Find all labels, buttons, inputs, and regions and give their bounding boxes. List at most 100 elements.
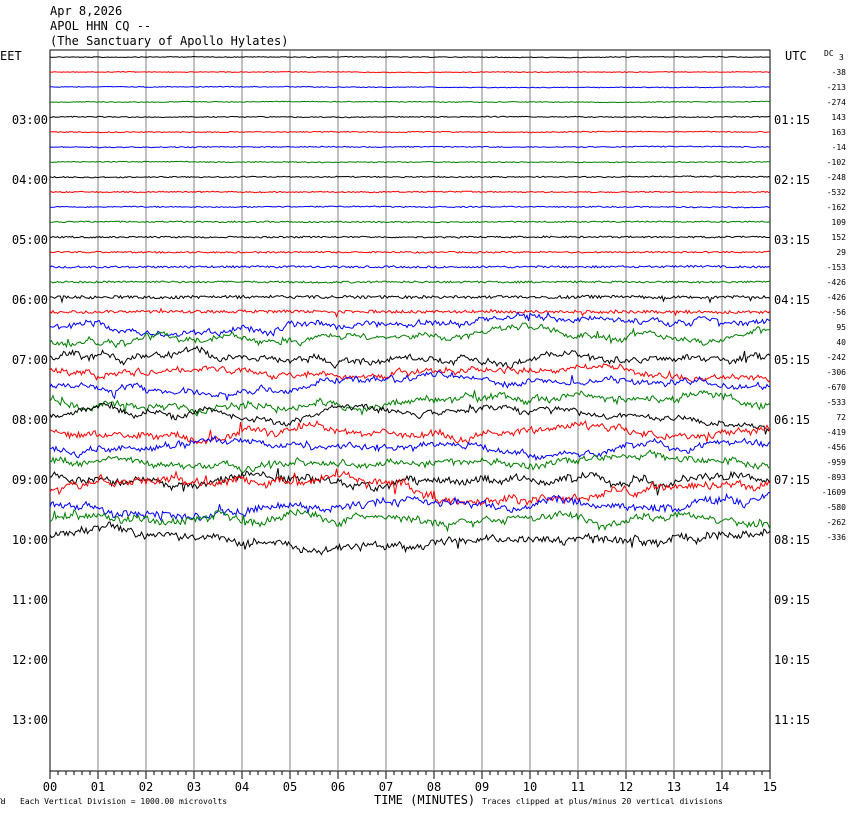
- right-hour-label: 06:15: [774, 413, 810, 427]
- dc-offset-label: -670: [827, 383, 846, 392]
- left-hour-label: 12:00: [12, 653, 48, 667]
- seismic-trace: [49, 307, 771, 319]
- seismic-trace: [49, 294, 771, 304]
- dc-offset-label: -56: [832, 308, 847, 317]
- x-tick-label: 04: [235, 780, 249, 794]
- clip-note: Traces clipped at plus/minus 20 vertical…: [482, 797, 723, 806]
- dc-offset-label: -426: [827, 293, 846, 302]
- seismic-trace: [49, 85, 771, 89]
- dc-offset-label: -153: [827, 263, 846, 272]
- left-timezone-label: EET: [0, 49, 22, 63]
- seismic-trace: [50, 220, 771, 224]
- left-hour-label: 07:00: [12, 353, 48, 367]
- left-hour-label: 13:00: [12, 713, 48, 727]
- dc-offset-label: -419: [827, 428, 846, 437]
- seismic-trace: [49, 449, 771, 474]
- right-hour-label: 11:15: [774, 713, 810, 727]
- seismic-trace: [49, 55, 770, 59]
- left-hour-label: 03:00: [12, 113, 48, 127]
- seismic-trace: [49, 264, 771, 269]
- x-tick-label: 06: [331, 780, 345, 794]
- dc-offset-label: -456: [827, 443, 846, 452]
- right-hour-label: 03:15: [774, 233, 810, 247]
- seismic-trace: [49, 100, 771, 104]
- x-tick-label: 13: [667, 780, 681, 794]
- seismic-trace: [49, 435, 771, 462]
- dc-offset-label: -959: [827, 458, 846, 467]
- right-hour-label: 08:15: [774, 533, 810, 547]
- x-axis-title: TIME (MINUTES): [374, 793, 476, 807]
- seismic-trace: [49, 280, 771, 284]
- dc-label: DC: [824, 49, 834, 58]
- x-tick-label: 03: [187, 780, 201, 794]
- seismic-trace: [49, 70, 771, 74]
- dc-offset-label: -102: [827, 158, 846, 167]
- dc-offset-label: -38: [832, 68, 847, 77]
- dc-offset-label: -14: [832, 143, 847, 152]
- seismic-trace: [49, 401, 771, 435]
- x-tick-label: 00: [43, 780, 57, 794]
- dc-offset-label: 40: [836, 338, 846, 347]
- seismic-trace: [49, 190, 771, 194]
- x-tick-label: 01: [91, 780, 105, 794]
- right-hour-label: 05:15: [774, 353, 810, 367]
- header-date: Apr 8,2026: [50, 4, 123, 18]
- seismic-trace: [49, 250, 771, 254]
- left-hour-label: 08:00: [12, 413, 48, 427]
- dc-offset-label: 109: [832, 218, 847, 227]
- plot-frame: [49, 49, 771, 772]
- seismic-trace: [50, 130, 771, 134]
- dc-offset-label: -532: [827, 188, 846, 197]
- left-hour-label: 11:00: [12, 593, 48, 607]
- dc-offset-label: -242: [827, 353, 846, 362]
- right-hour-label: 01:15: [774, 113, 810, 127]
- seismic-trace: [49, 419, 771, 445]
- seismic-trace: [49, 345, 771, 370]
- left-hour-label: 06:00: [12, 293, 48, 307]
- x-tick-label: 08: [427, 780, 441, 794]
- dc-offset-label: 72: [836, 413, 846, 422]
- seismic-trace: [49, 363, 771, 384]
- dc-offset-label: 143: [832, 113, 847, 122]
- dc-offset-label: -248: [827, 173, 846, 182]
- dc-offset-label: -262: [827, 518, 846, 527]
- seismic-trace: [49, 160, 770, 164]
- seismic-trace: [49, 311, 771, 338]
- seismic-trace: [49, 322, 771, 349]
- seismic-trace: [49, 468, 771, 496]
- seismic-trace: [49, 468, 771, 507]
- right-hour-label: 07:15: [774, 473, 810, 487]
- right-hour-label: 10:15: [774, 653, 810, 667]
- seismic-trace: [49, 235, 770, 239]
- dc-offset-label: -336: [827, 533, 846, 542]
- x-tick-label: 05: [283, 780, 297, 794]
- seismic-trace: [49, 205, 771, 209]
- x-tick-label: 11: [571, 780, 585, 794]
- right-hour-label: 04:15: [774, 293, 810, 307]
- x-tick-label: 15: [763, 780, 777, 794]
- x-tick-label: 14: [715, 780, 729, 794]
- seismic-trace: [49, 508, 771, 533]
- dc-offset-label: 152: [832, 233, 847, 242]
- dc-offset-label: -162: [827, 203, 846, 212]
- right-hour-label: 09:15: [774, 593, 810, 607]
- dc-offset-label: -306: [827, 368, 846, 377]
- dc-offset-label: 29: [836, 248, 846, 257]
- dc-offset-label: 163: [832, 128, 847, 137]
- left-hour-label: 09:00: [12, 473, 48, 487]
- dc-offset-label: -426: [827, 278, 846, 287]
- left-hour-label: 04:00: [12, 173, 48, 187]
- scale-note: Each Vertical Division = 1000.00 microvo…: [20, 797, 228, 806]
- seismic-trace: [49, 370, 770, 401]
- x-tick-label: 02: [139, 780, 153, 794]
- right-hour-label: 02:15: [774, 173, 810, 187]
- seismic-trace: [49, 175, 771, 179]
- dc-offset-label: 95: [836, 323, 846, 332]
- dc-offset-label: -1609: [822, 488, 846, 497]
- seismic-trace: [49, 115, 771, 119]
- dc-first-value: 3: [839, 53, 844, 62]
- dc-offset-label: -580: [827, 503, 846, 512]
- x-tick-label: 10: [523, 780, 537, 794]
- seismic-trace: [49, 521, 771, 556]
